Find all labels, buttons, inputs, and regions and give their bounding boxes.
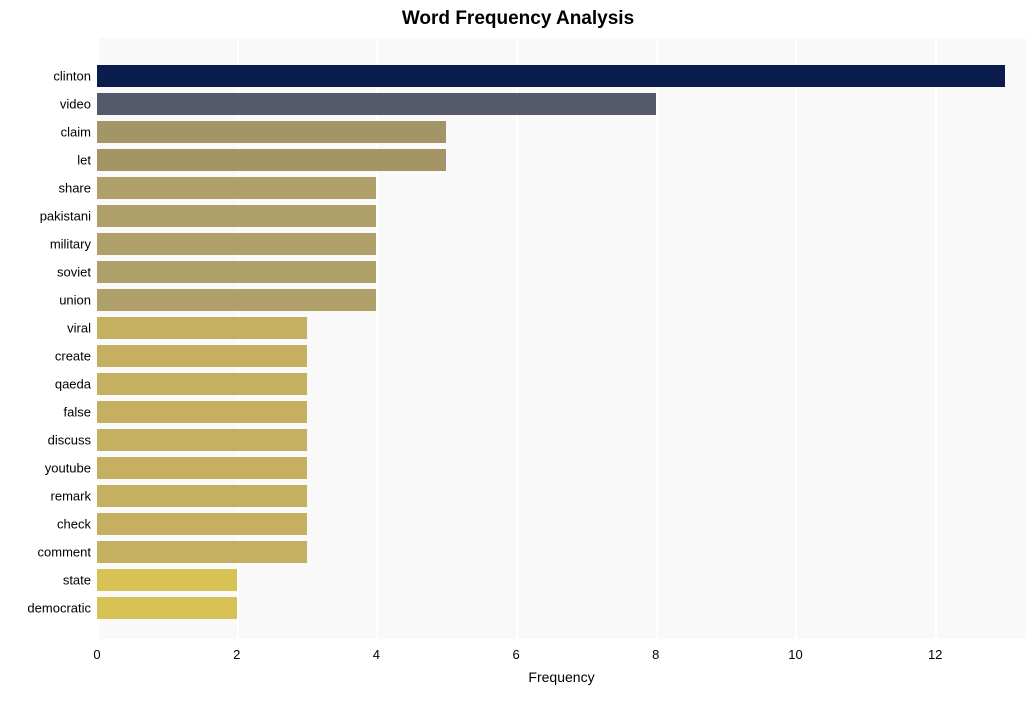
bar: [97, 205, 376, 227]
x-tick-label: 4: [373, 647, 380, 662]
bar: [97, 457, 307, 479]
bar: [97, 289, 376, 311]
y-tick-label: clinton: [53, 69, 91, 84]
bar: [97, 345, 307, 367]
y-tick-label: comment: [38, 545, 91, 560]
bar: [97, 401, 307, 423]
grid-line: [516, 38, 518, 639]
y-tick-label: viral: [67, 321, 91, 336]
x-axis-title: Frequency: [528, 669, 594, 685]
y-tick-label: state: [63, 573, 91, 588]
y-tick-label: pakistani: [40, 209, 91, 224]
bar: [97, 569, 237, 591]
y-tick-label: let: [77, 153, 91, 168]
grid-line: [935, 38, 937, 639]
y-tick-label: democratic: [27, 601, 91, 616]
y-tick-label: claim: [61, 125, 91, 140]
bar: [97, 149, 446, 171]
y-tick-label: youtube: [45, 461, 91, 476]
grid-line: [656, 38, 658, 639]
bar: [97, 233, 376, 255]
y-tick-label: union: [59, 293, 91, 308]
x-tick-label: 6: [512, 647, 519, 662]
bar: [97, 317, 307, 339]
chart-title: Word Frequency Analysis: [0, 8, 1036, 30]
y-tick-label: false: [64, 405, 91, 420]
bar: [97, 65, 1005, 87]
y-tick-label: qaeda: [55, 377, 91, 392]
x-tick-label: 10: [788, 647, 802, 662]
bar: [97, 597, 237, 619]
bar: [97, 177, 376, 199]
x-tick-label: 0: [93, 647, 100, 662]
bar: [97, 513, 307, 535]
plot-area: Frequency 024681012clintonvideoclaimlets…: [97, 38, 1026, 639]
y-tick-label: share: [58, 181, 91, 196]
y-tick-label: military: [50, 237, 91, 252]
bar: [97, 121, 446, 143]
bar: [97, 429, 307, 451]
x-tick-label: 8: [652, 647, 659, 662]
chart-container: Word Frequency Analysis Frequency 024681…: [0, 0, 1036, 701]
y-tick-label: remark: [51, 489, 91, 504]
x-tick-label: 2: [233, 647, 240, 662]
y-tick-label: video: [60, 97, 91, 112]
y-tick-label: discuss: [48, 433, 91, 448]
bar: [97, 541, 307, 563]
y-tick-label: check: [57, 517, 91, 532]
bar: [97, 261, 376, 283]
bar: [97, 93, 656, 115]
y-tick-label: soviet: [57, 265, 91, 280]
grid-line: [795, 38, 797, 639]
y-tick-label: create: [55, 349, 91, 364]
bar: [97, 485, 307, 507]
x-tick-label: 12: [928, 647, 942, 662]
bar: [97, 373, 307, 395]
